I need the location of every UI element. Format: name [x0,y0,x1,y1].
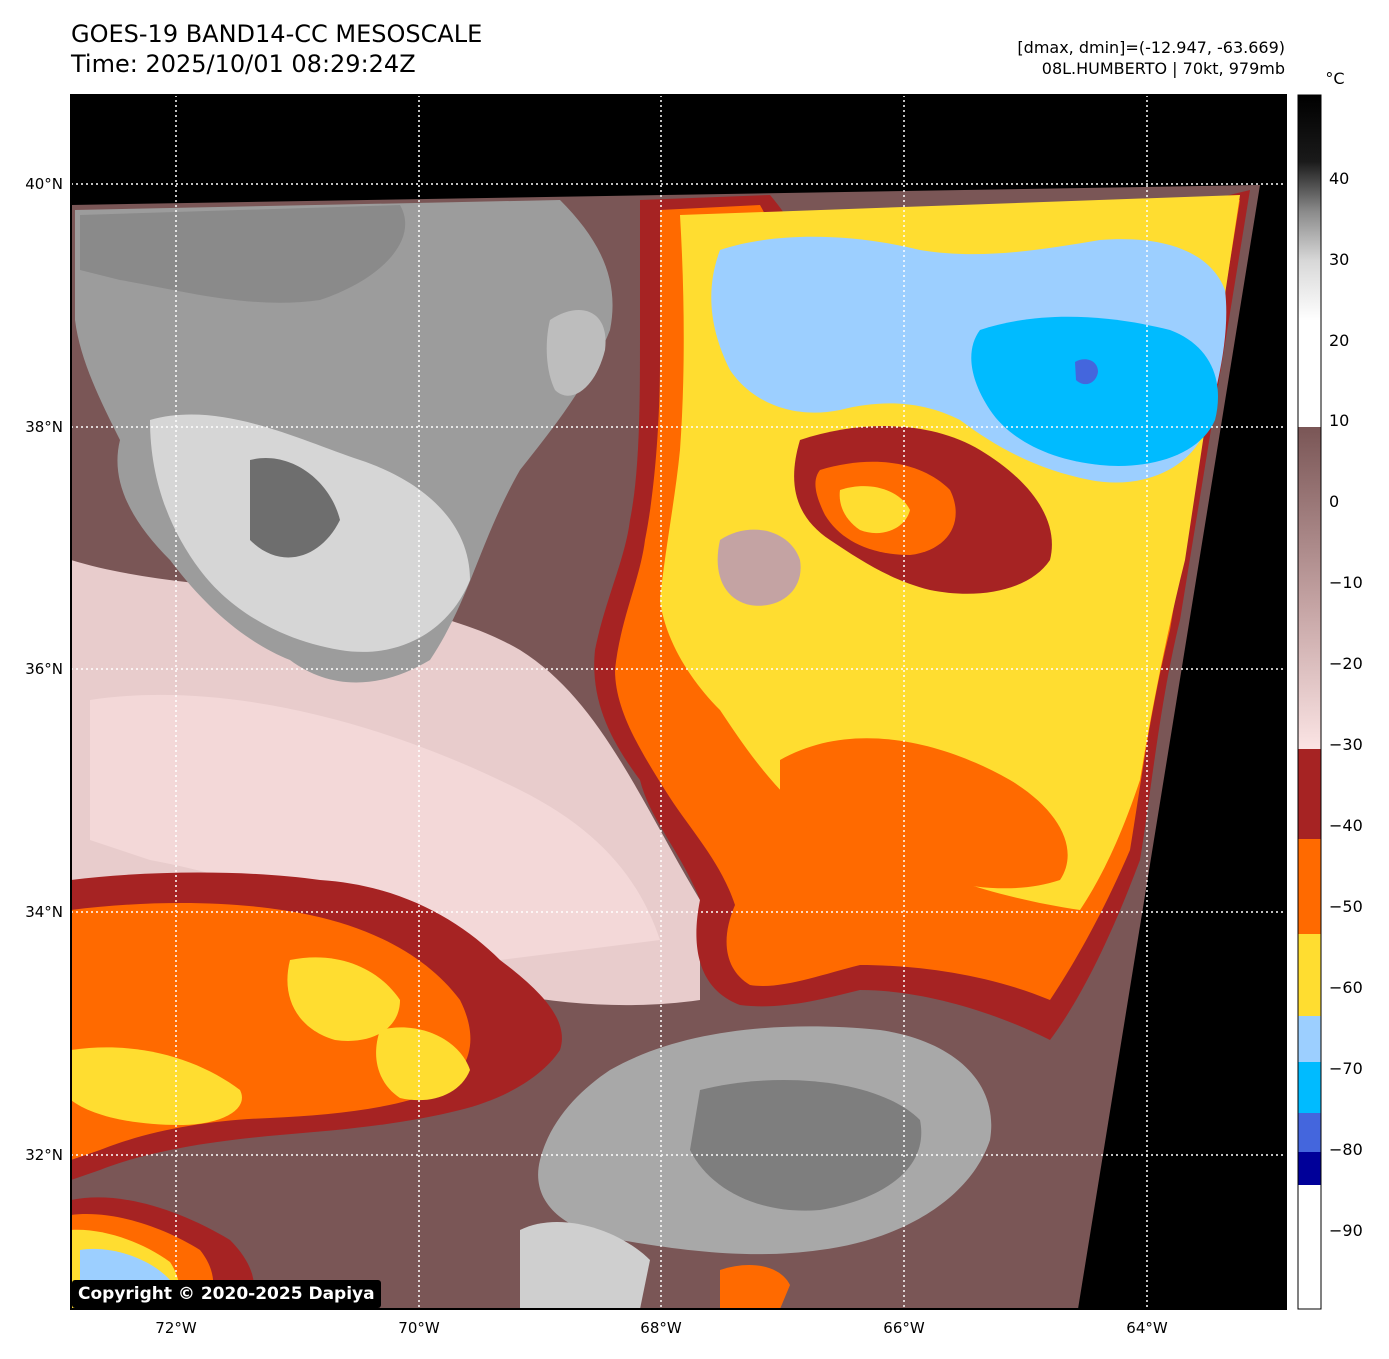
colorbar-royal-blue-segment [1298,1113,1321,1152]
colorbar-tick-label: −40 [1329,816,1363,835]
lon-label: 70°W [398,1319,440,1337]
colorbar-tick-label: 20 [1329,331,1349,350]
lon-label: 68°W [640,1319,682,1337]
lon-label: 66°W [883,1319,925,1337]
product-title: GOES-19 BAND14-CC MESOSCALE [71,20,483,48]
longitude-labels: 72°W 70°W 68°W 66°W 64°W [155,1319,1168,1337]
colorbar-tick-label: 40 [1329,169,1349,188]
copyright-badge: Copyright © 2020-2025 Dapiya [72,1280,381,1308]
lat-label: 34°N [25,903,63,921]
colorbar-tick-label: −80 [1329,1140,1363,1159]
satellite-image [71,95,1286,1309]
latitude-labels: 40°N 38°N 36°N 34°N 32°N [25,175,63,1164]
graticule [71,95,1286,1309]
colorbar-yellow-segment [1298,934,1321,1016]
colorbar-light-blue-segment [1298,1016,1321,1062]
colorbar-tick-label: −70 [1329,1059,1363,1078]
colorbar-tick-label: −60 [1329,978,1363,997]
colorbar-navy-segment [1298,1152,1321,1185]
colorbar-tick-label: −90 [1329,1221,1363,1240]
lat-label: 38°N [25,418,63,436]
colorbar-unit: °C [1325,69,1344,88]
colorbar-cyan-segment [1298,1062,1321,1113]
colorbar-tick-label: −50 [1329,897,1363,916]
colorbar-orange-segment [1298,839,1321,934]
lon-label: 72°W [155,1319,197,1337]
colorbar: °C 40 30 20 10 0 −10 −20 −30 −40 −50 −60… [1297,69,1363,1310]
observation-time: Time: 2025/10/01 08:29:24Z [71,50,416,78]
colorbar-tick-label: −10 [1329,573,1363,592]
lon-label: 64°W [1126,1319,1168,1337]
lat-label: 36°N [25,660,63,678]
colorbar-dark-red-segment [1298,749,1321,839]
lat-label: 40°N [25,175,63,193]
colorbar-brown-segment [1298,427,1321,749]
colorbar-tick-label: −30 [1329,735,1363,754]
temperature-range: [dmax, dmin]=(-12.947, -63.669) [1017,38,1285,57]
colorbar-warm-segment [1298,95,1321,427]
lat-label: 32°N [25,1146,63,1164]
storm-info: 08L.HUMBERTO | 70kt, 979mb [1041,59,1285,78]
colorbar-tick-label: 30 [1329,250,1349,269]
imagery-swath [71,185,1260,1309]
colorbar-tick-label: −20 [1329,654,1363,673]
map-frame [70,94,1287,1310]
colorbar-tick-label: 0 [1329,492,1339,511]
colorbar-tick-label: 10 [1329,411,1349,430]
colorbar-white-segment [1298,1185,1321,1309]
